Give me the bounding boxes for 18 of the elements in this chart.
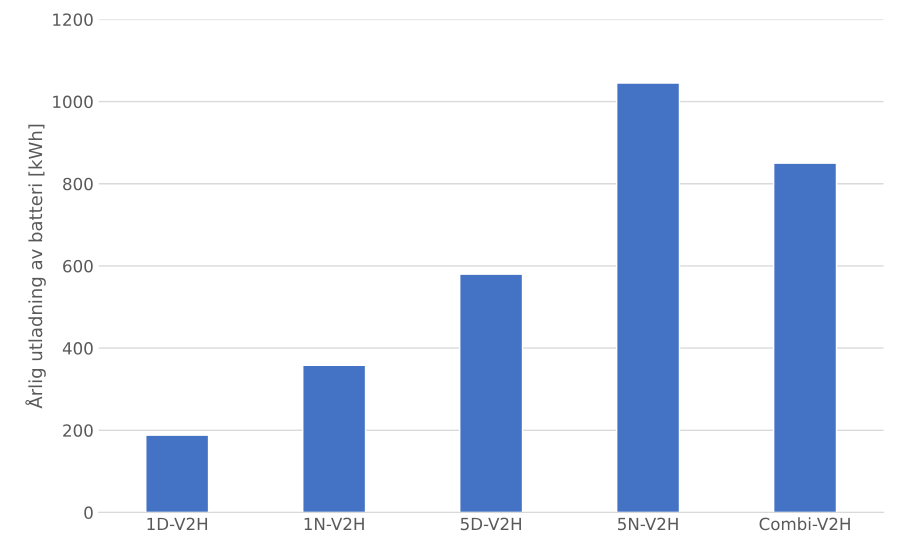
y-axis-title: Årlig utladning av batteri [kWh] — [25, 124, 46, 409]
x-tick-label: 1D-V2H — [147, 518, 208, 530]
y-tick-label: 400 — [62, 342, 93, 355]
bar — [616, 82, 680, 512]
x-tick-label: Combi-V2H — [760, 517, 850, 530]
x-tick-label: 5D-V2H — [460, 518, 521, 530]
y-tick-label: 200 — [63, 424, 93, 437]
y-tick-label: 1000 — [53, 96, 93, 108]
y-tick-label: 0 — [84, 506, 93, 520]
bar — [772, 162, 838, 512]
x-tick-label: 1N-V2H — [304, 518, 364, 530]
y-tick-label: 1200 — [53, 13, 93, 26]
bar — [302, 364, 366, 512]
y-tick-label: 600 — [63, 260, 93, 272]
y-tick-label: 800 — [63, 178, 93, 190]
x-tick-label: 5N-V2H — [618, 518, 678, 530]
bar — [145, 434, 210, 512]
bar — [459, 273, 524, 512]
